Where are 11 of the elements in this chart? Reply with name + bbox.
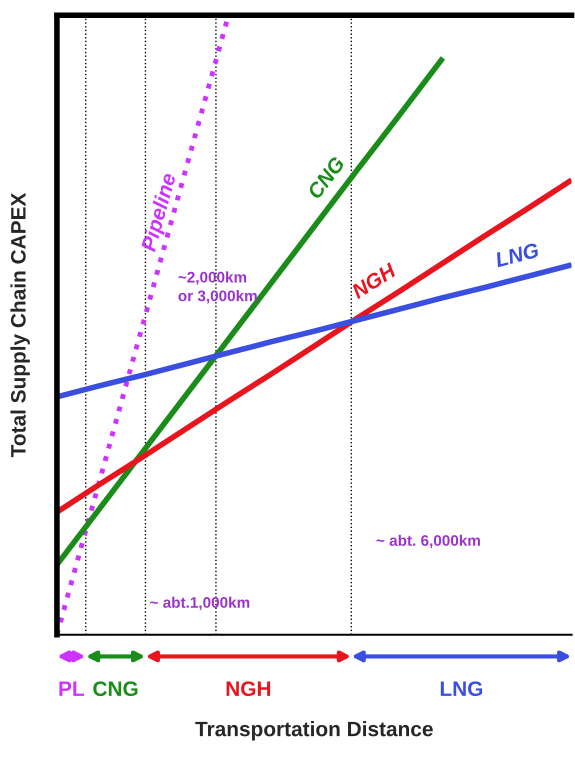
text: PL: [59, 682, 84, 696]
y-axis-title: Total Supply Chain CAPEX: [10, 192, 30, 458]
annotation: ~ abt. 6,000km: [376, 534, 480, 548]
text: Pipeline: [140, 172, 180, 254]
annotation: ~ abt.1,000km: [150, 596, 250, 610]
text: LNG: [440, 681, 482, 696]
text: CNG: [93, 681, 138, 696]
text: LNG: [494, 242, 540, 268]
annotation: ~2,000km or 3,000km: [178, 271, 257, 304]
x-axis-title: Transportation Distance: [195, 721, 433, 740]
text: NGH: [226, 681, 270, 696]
